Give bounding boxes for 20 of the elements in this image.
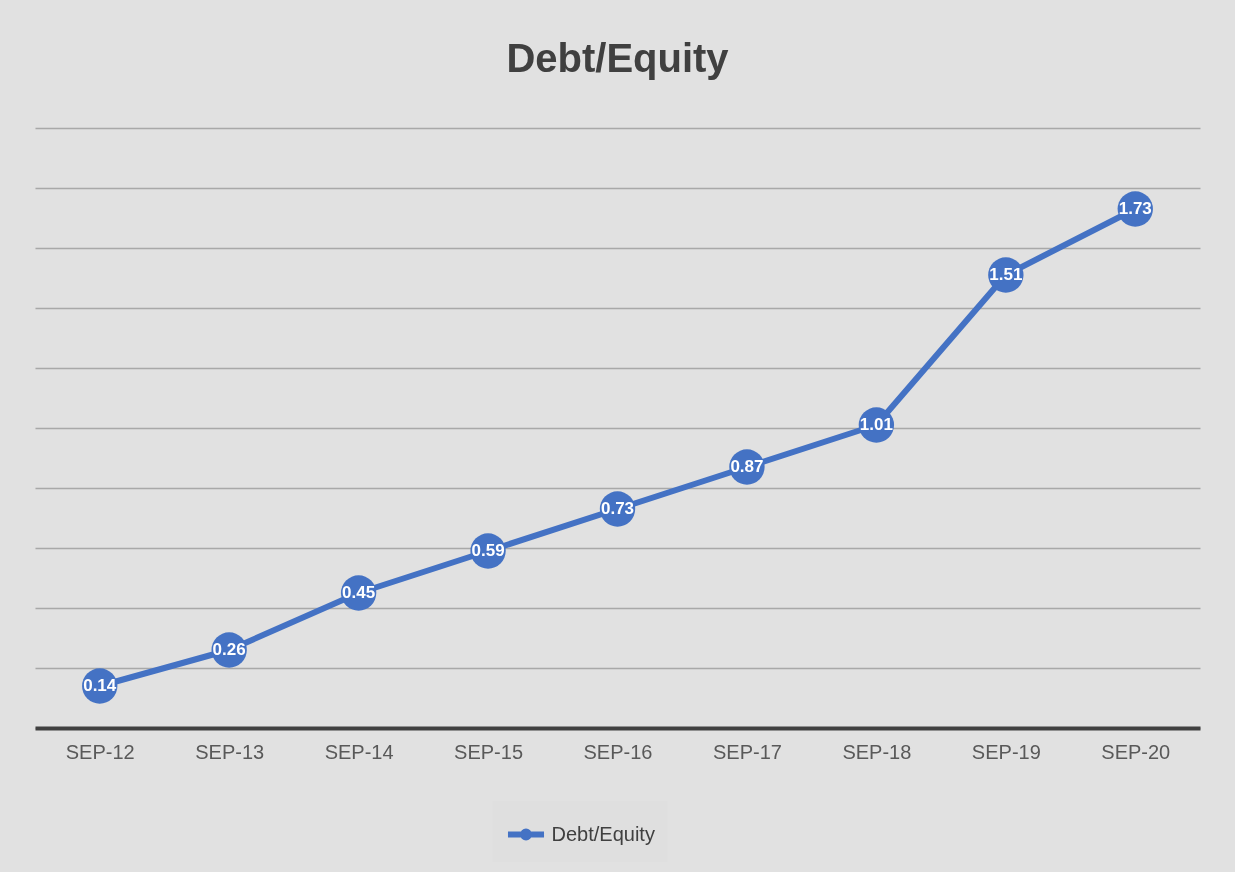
x-tick-label: SEP-18 [842,740,912,763]
x-tick-label: SEP-12 [65,740,135,763]
x-tick-label: SEP-13 [195,740,265,763]
chart-title: Debt/Equity [506,36,730,80]
data-label: 1.01 [859,415,893,434]
data-label: 0.59 [471,541,505,560]
x-tick-label: SEP-14 [324,740,394,763]
data-label: 1.51 [989,265,1023,284]
data-label: 0.45 [342,583,376,602]
data-label: 0.14 [83,676,117,695]
data-label: 0.26 [212,640,246,659]
data-label: 0.87 [730,457,764,476]
legend-label: Debt/Equity [551,822,655,845]
x-tick-label: SEP-20 [1101,740,1171,763]
x-tick-label: SEP-15 [454,740,524,763]
data-label: 1.73 [1118,199,1152,218]
data-label: 0.73 [600,499,635,518]
x-tick-label: SEP-16 [583,740,653,763]
x-tick-label: SEP-19 [971,740,1041,763]
x-tick-label: SEP-17 [712,740,782,763]
